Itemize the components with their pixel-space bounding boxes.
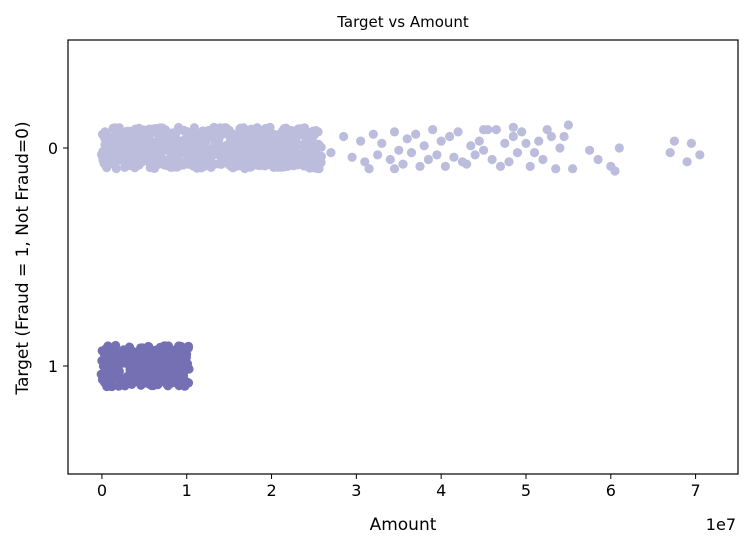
- point-not-fraud: [542, 125, 552, 135]
- y-axis-ticks: 01: [48, 139, 68, 376]
- point-not-fraud: [551, 164, 561, 174]
- point-not-fraud: [347, 152, 357, 162]
- x-tick-label: 5: [521, 481, 531, 500]
- point-not-fraud: [665, 148, 675, 158]
- point-not-fraud: [432, 150, 442, 160]
- point-not-fraud: [170, 131, 180, 141]
- point-not-fraud: [428, 125, 438, 135]
- point-not-fraud: [415, 161, 425, 171]
- point-not-fraud: [669, 136, 680, 146]
- chart-title: Target vs Amount: [336, 13, 469, 31]
- point-not-fraud: [389, 164, 400, 174]
- point-not-fraud: [423, 154, 433, 165]
- y-tick-label: 1: [48, 357, 58, 376]
- point-not-fraud: [495, 161, 506, 171]
- point-not-fraud: [593, 154, 603, 165]
- x-tick-label: 3: [351, 481, 361, 500]
- point-not-fraud: [508, 122, 518, 132]
- x-tick-label: 2: [266, 481, 276, 500]
- point-not-fraud: [466, 141, 476, 151]
- point-not-fraud: [521, 138, 531, 148]
- point-not-fraud: [364, 164, 374, 174]
- points-fraud: [96, 340, 194, 392]
- point-not-fraud: [504, 157, 514, 167]
- point-not-fraud: [559, 131, 569, 142]
- point-not-fraud: [529, 148, 540, 158]
- points-not-fraud: [97, 120, 705, 176]
- point-fraud: [107, 381, 117, 392]
- point-not-fraud: [534, 136, 544, 146]
- point-not-fraud: [394, 145, 404, 155]
- point-not-fraud: [377, 138, 387, 148]
- x-axis-ticks: 0 1 2 3 4 5 6 7: [97, 474, 701, 500]
- point-fraud: [183, 378, 194, 388]
- point-not-fraud: [406, 148, 417, 158]
- point-not-fraud: [538, 154, 548, 165]
- point-not-fraud: [512, 148, 523, 158]
- point-not-fraud: [462, 159, 472, 169]
- point-not-fraud: [470, 150, 480, 160]
- point-not-fraud: [385, 154, 395, 165]
- point-not-fraud: [508, 131, 518, 142]
- point-not-fraud: [453, 127, 463, 137]
- point-not-fraud: [111, 163, 121, 174]
- point-not-fraud: [563, 120, 574, 130]
- x-axis-offset-label: 1e7: [706, 515, 736, 534]
- point-not-fraud: [436, 136, 446, 146]
- point-not-fraud: [373, 150, 383, 160]
- point-not-fraud: [585, 145, 595, 155]
- point-not-fraud: [525, 161, 535, 171]
- x-tick-label: 1: [182, 481, 192, 500]
- point-not-fraud: [487, 154, 497, 165]
- point-not-fraud: [339, 131, 349, 142]
- x-axis-label: Amount: [370, 515, 437, 535]
- x-tick-label: 7: [691, 481, 701, 500]
- point-not-fraud: [411, 129, 421, 139]
- point-not-fraud: [368, 129, 378, 139]
- point-not-fraud: [389, 127, 400, 137]
- point-not-fraud: [682, 157, 692, 167]
- point-not-fraud: [402, 134, 412, 144]
- point-not-fraud: [546, 131, 557, 142]
- point-not-fraud: [313, 127, 323, 137]
- x-tick-label: 0: [97, 481, 107, 500]
- point-not-fraud: [695, 150, 705, 160]
- point-not-fraud: [440, 161, 450, 171]
- point-not-fraud: [517, 127, 527, 137]
- point-not-fraud: [316, 158, 326, 168]
- point-fraud: [114, 366, 124, 376]
- point-not-fraud: [610, 166, 620, 176]
- point-not-fraud: [239, 123, 249, 133]
- point-not-fraud: [290, 141, 300, 151]
- x-tick-label: 4: [436, 481, 446, 500]
- point-not-fraud: [614, 143, 624, 153]
- point-not-fraud: [479, 145, 489, 155]
- plot-area-frame: [67, 39, 739, 475]
- point-not-fraud: [686, 138, 697, 148]
- point-not-fraud: [207, 159, 217, 169]
- point-not-fraud: [449, 152, 459, 162]
- y-axis-label: Target (Fraud = 1, Not Fraud=0): [13, 121, 33, 395]
- point-not-fraud: [500, 138, 510, 148]
- point-not-fraud: [568, 164, 578, 174]
- point-not-fraud: [445, 131, 455, 142]
- point-not-fraud: [356, 136, 366, 146]
- point-not-fraud: [398, 159, 408, 169]
- x-tick-label: 6: [606, 481, 616, 500]
- point-fraud: [184, 364, 194, 374]
- point-not-fraud: [479, 125, 489, 135]
- point-not-fraud: [326, 148, 336, 158]
- point-not-fraud: [555, 143, 565, 153]
- point-not-fraud: [360, 157, 370, 167]
- point-fraud: [111, 340, 121, 351]
- point-not-fraud: [474, 136, 484, 146]
- point-fraud: [183, 343, 193, 353]
- point-not-fraud: [419, 141, 429, 151]
- point-not-fraud: [491, 125, 501, 135]
- y-tick-label: 0: [48, 139, 58, 158]
- point-not-fraud: [316, 142, 326, 152]
- point-not-fraud: [189, 123, 199, 133]
